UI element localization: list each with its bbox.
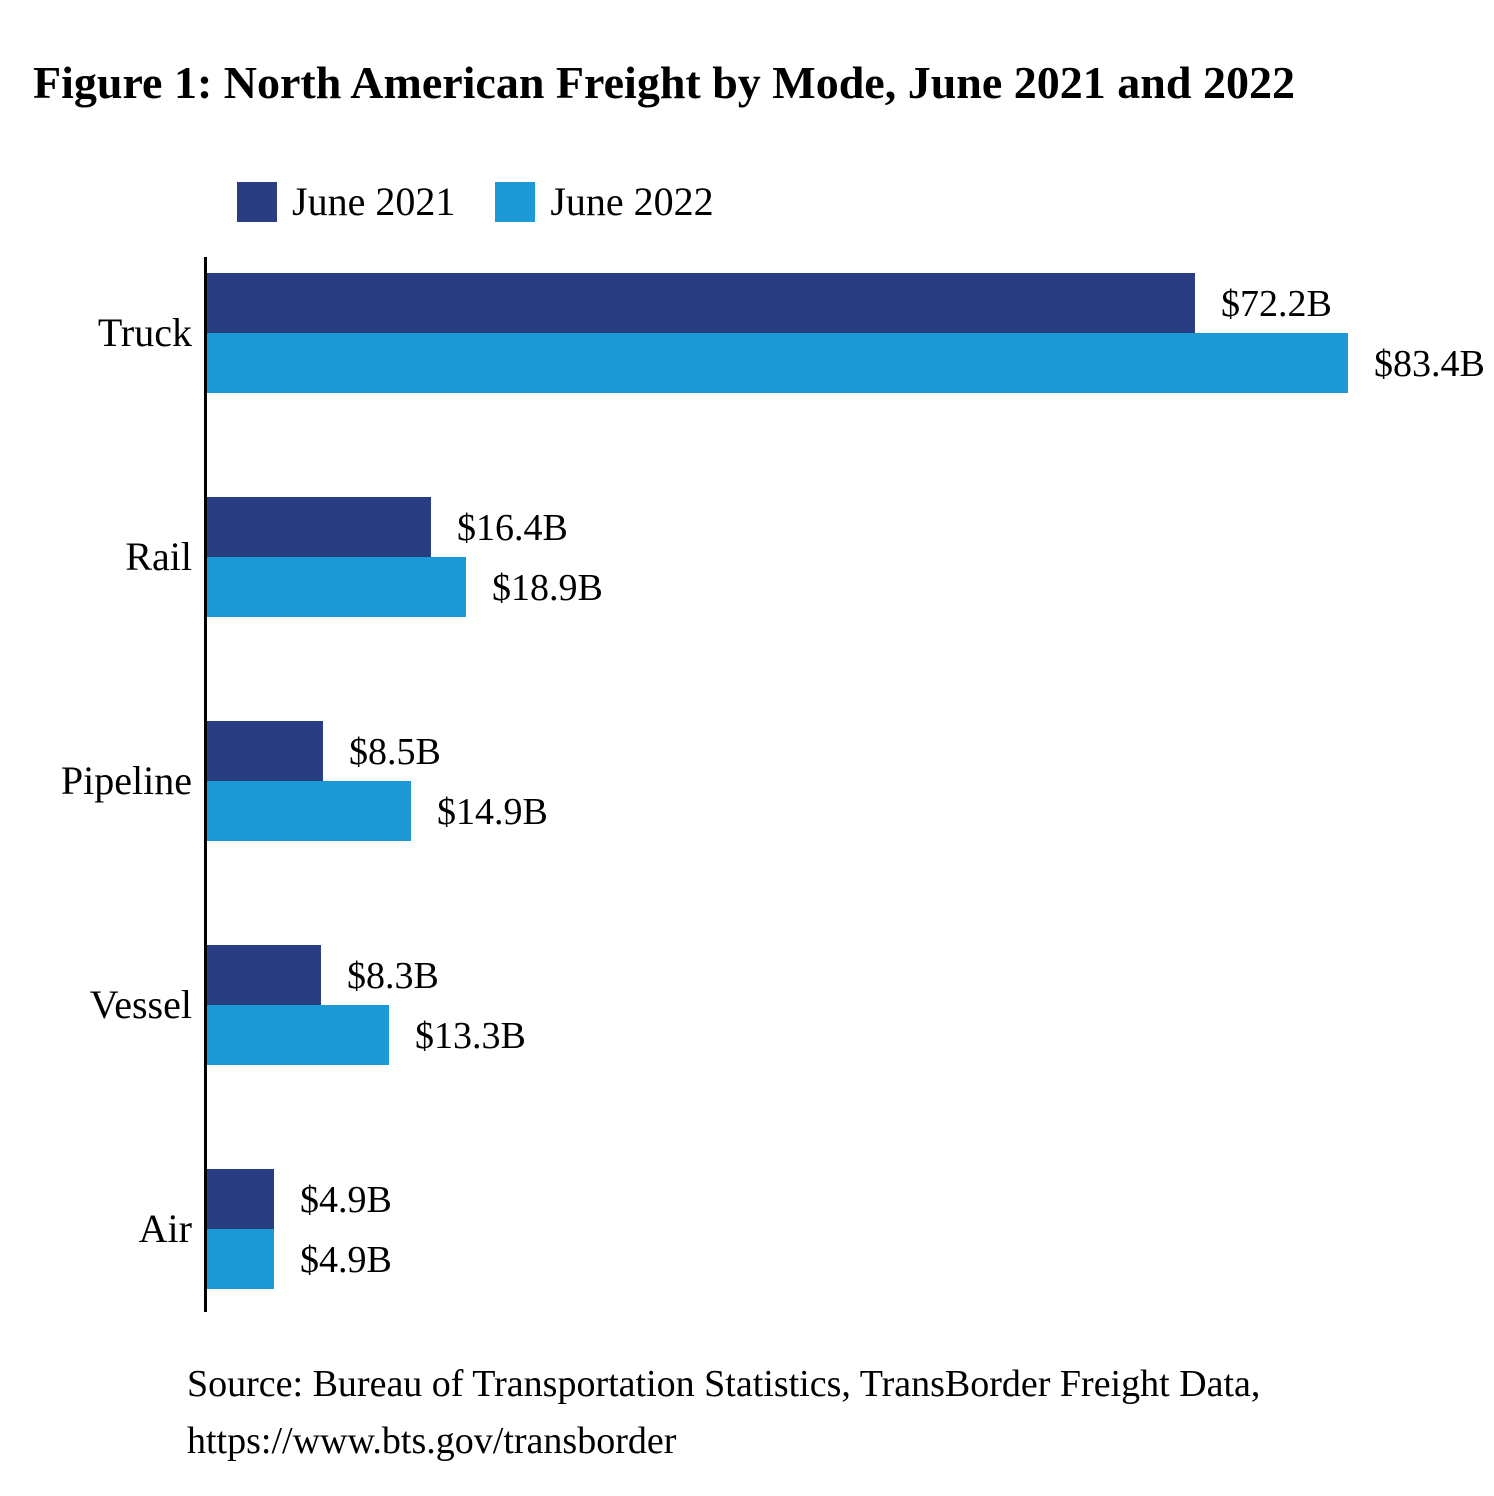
bar-vessel-june-2022 bbox=[207, 1005, 389, 1065]
category-label-air: Air bbox=[138, 1206, 192, 1251]
bar-value-pipeline-june-2022: $14.9B bbox=[437, 791, 548, 833]
category-label-pipeline: Pipeline bbox=[60, 758, 192, 803]
category-label-vessel: Vessel bbox=[89, 982, 192, 1027]
bar-value-rail-june-2021: $16.4B bbox=[457, 507, 568, 549]
source-note: Source: Bureau of Transportation Statist… bbox=[187, 1356, 1260, 1470]
legend-item-june-2022: June 2022 bbox=[495, 179, 714, 224]
legend-label-june-2022: June 2022 bbox=[550, 179, 714, 224]
legend-swatch-june-2021 bbox=[237, 182, 277, 222]
bar-value-truck-june-2022: $83.4B bbox=[1374, 343, 1485, 385]
bar-pipeline-june-2022 bbox=[207, 781, 411, 841]
category-label-truck: Truck bbox=[97, 310, 192, 355]
source-line-2: https://www.bts.gov/transborder bbox=[187, 1420, 677, 1462]
legend-item-june-2021: June 2021 bbox=[237, 182, 455, 222]
bar-value-air-june-2021: $4.9B bbox=[300, 1179, 392, 1221]
bar-truck-june-2022 bbox=[207, 333, 1348, 393]
bar-value-rail-june-2022: $18.9B bbox=[492, 567, 603, 609]
bar-pipeline-june-2021 bbox=[207, 721, 323, 781]
bar-air-june-2021 bbox=[207, 1169, 274, 1229]
bar-air-june-2022 bbox=[207, 1229, 274, 1289]
bar-truck-june-2021 bbox=[207, 273, 1195, 333]
category-label-rail: Rail bbox=[125, 534, 192, 579]
bar-value-vessel-june-2021: $8.3B bbox=[347, 955, 439, 997]
bar-rail-june-2022 bbox=[207, 557, 466, 617]
legend-swatch-june-2022 bbox=[495, 182, 536, 222]
legend-label-june-2021: June 2021 bbox=[292, 179, 456, 224]
bar-vessel-june-2021 bbox=[207, 945, 321, 1005]
bar-value-pipeline-june-2021: $8.5B bbox=[349, 731, 441, 773]
bar-value-vessel-june-2022: $13.3B bbox=[415, 1015, 526, 1057]
figure-title: Figure 1: North American Freight by Mode… bbox=[33, 57, 1295, 108]
bar-rail-june-2021 bbox=[207, 497, 431, 557]
chart-legend: June 2021 June 2022 bbox=[237, 182, 714, 222]
bar-value-truck-june-2021: $72.2B bbox=[1221, 283, 1332, 325]
source-line-1: Source: Bureau of Transportation Statist… bbox=[187, 1363, 1261, 1405]
bar-value-air-june-2022: $4.9B bbox=[300, 1239, 392, 1281]
y-axis-line bbox=[204, 257, 207, 1312]
